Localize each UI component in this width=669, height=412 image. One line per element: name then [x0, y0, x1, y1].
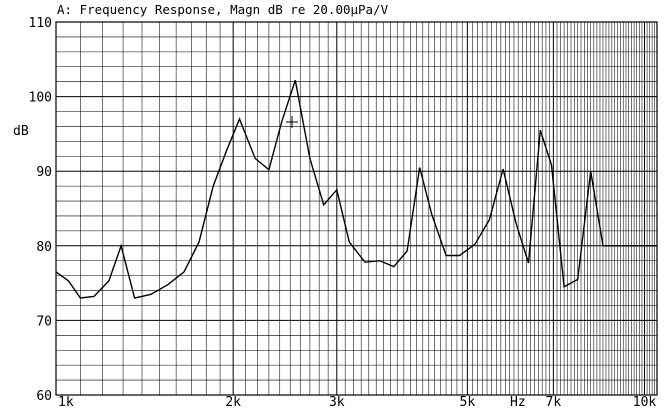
y-axis-label: dB — [13, 124, 29, 139]
x-tick-label: 2k — [225, 395, 241, 410]
plot-frame — [55, 21, 658, 396]
x-tick-label: 3k — [329, 395, 345, 410]
y-axis-ticks: 60 70 80 90 100 110 — [29, 16, 52, 404]
x-tick-label: 10k — [633, 395, 657, 410]
y-tick-label: 60 — [36, 389, 52, 404]
x-tick-label: 1k — [58, 395, 74, 410]
cursor-marker — [286, 116, 298, 128]
x-tick-label: 5k — [460, 395, 476, 410]
chart-grid — [55, 21, 658, 396]
y-tick-label: 90 — [36, 165, 52, 180]
x-axis-ticks: 1k 2k 3k 5k 7k 10k — [58, 395, 656, 410]
series-points — [56, 80, 657, 298]
x-tick-label: 7k — [546, 395, 562, 410]
y-tick-label: 100 — [29, 91, 52, 106]
x-axis-label: Hz — [510, 395, 526, 410]
chart-title: A: Frequency Response, Magn dB re 20.00µ… — [57, 2, 389, 17]
y-tick-label: 80 — [36, 240, 52, 255]
y-tick-label: 70 — [36, 314, 52, 329]
y-tick-label: 110 — [29, 16, 52, 31]
series-line — [55, 79, 657, 299]
